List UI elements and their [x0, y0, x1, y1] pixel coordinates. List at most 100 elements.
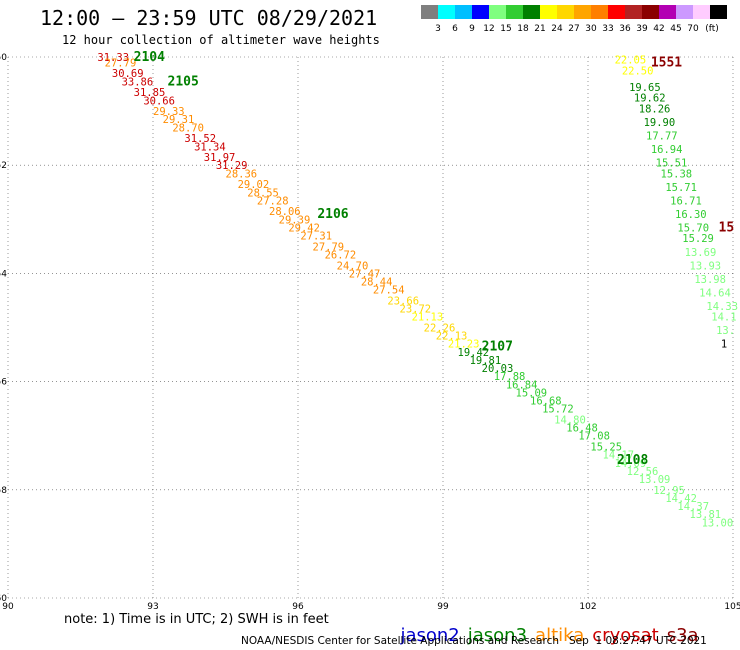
colorbar-label: 39	[636, 24, 648, 34]
swh-value-label: 29.31	[163, 114, 195, 126]
colorbar-swatch	[591, 5, 608, 19]
satellite-legend: jason2 jason3 altika cryosat s3a	[389, 604, 707, 646]
swh-value-label: 29.02	[238, 179, 270, 191]
swh-value-label: 22.50	[622, 66, 654, 78]
x-tick-label: 93	[147, 602, 158, 612]
swh-value-label: 1	[721, 339, 727, 351]
swh-value-label: 28.70	[172, 122, 204, 134]
colorbar-swatch	[438, 5, 455, 19]
swh-value-label: 15.29	[682, 233, 714, 245]
swh-value-label: 22.13	[436, 331, 468, 343]
x-tick-label: 99	[437, 602, 449, 612]
colorbar-swatch	[557, 5, 574, 19]
swh-value-label: 13.93	[690, 260, 722, 272]
swh-value-label: 17.88	[494, 371, 526, 383]
pass-time-label: 2105	[168, 74, 199, 89]
swh-value-label: 31.34	[194, 141, 226, 153]
swh-value-label: 23.66	[387, 295, 419, 307]
swh-value-label: 21.23	[448, 339, 480, 351]
x-tick-label: 102	[579, 602, 596, 612]
legend-jason3: jason3	[467, 625, 528, 646]
swh-value-label: 17.08	[578, 431, 610, 443]
swh-value-label: 12.56	[627, 466, 659, 478]
swh-value-label: 19.81	[470, 355, 502, 367]
colorbar-swatch	[608, 5, 625, 19]
pass-time-label: 2104	[134, 50, 165, 65]
swh-value-label: 27.47	[349, 268, 381, 280]
swh-value-label: 16.71	[670, 195, 702, 207]
colorbar-label: 30	[585, 24, 597, 34]
y-tick-label: -60	[0, 594, 7, 604]
swh-value-label: 31.97	[204, 152, 236, 164]
swh-value-label: 27.79	[313, 241, 345, 253]
colorbar-label: 6	[452, 24, 458, 34]
color-scale-bar: 3 6 9 12 15 18 21 24 27 30 33 36 39 42 45 70 (ft)	[421, 5, 727, 34]
footer-note: note: 1) Time is in UTC; 2) SWH is in fe…	[64, 612, 329, 627]
y-tick-label: -58	[0, 486, 7, 496]
swh-value-label: 31.85	[134, 87, 166, 99]
swh-value-label: 15.51	[656, 157, 688, 169]
swh-value-label: 13.98	[694, 274, 726, 286]
swh-value-label: 22.05	[615, 55, 647, 67]
swh-value-label: 16.30	[675, 209, 707, 221]
colorbar-swatch	[642, 5, 659, 19]
swh-value-label: 22.26	[424, 323, 456, 335]
colorbar-swatch	[676, 5, 693, 19]
swh-value-label: 13.09	[639, 474, 671, 486]
colorbar-label: 15	[500, 24, 511, 34]
colorbar-swatch	[540, 5, 557, 19]
x-tick-label: 105	[724, 602, 740, 612]
page-title: 12:00 – 23:59 UTC 08/29/2021	[40, 6, 378, 30]
swh-value-label: 26.72	[325, 249, 357, 261]
y-tick-label: -52	[0, 161, 7, 171]
colorbar-label: 42	[653, 24, 664, 34]
x-tick-label: 96	[292, 602, 304, 612]
colorbar-swatch	[523, 5, 540, 19]
swh-value-label: 20.03	[482, 363, 514, 375]
swh-value-label: 27.28	[257, 195, 289, 207]
swh-value-label: 14.17	[603, 450, 635, 462]
swh-value-label: 19.62	[634, 93, 666, 105]
swh-value-label: 14.37	[677, 501, 709, 513]
swh-value-label: 31.29	[216, 160, 248, 172]
swh-value-label: 31.33	[97, 52, 129, 64]
swh-value-label: 29.39	[279, 214, 311, 226]
swh-value-label: 21.13	[412, 312, 444, 324]
swh-value-label: 14.42	[665, 493, 697, 505]
swh-value-label: 15.25	[590, 442, 622, 454]
swh-value-label: 31.52	[184, 133, 216, 145]
colorbar-label: 45	[670, 24, 681, 34]
colorbar-unit: (ft)	[705, 24, 719, 34]
swh-value-label: 19.90	[644, 117, 676, 129]
pass-time-label: 2106	[317, 207, 348, 222]
swh-value-label: 14.1	[711, 312, 736, 324]
colorbar-label: 36	[619, 24, 631, 34]
y-tick-label: -56	[0, 378, 7, 388]
colorbar-label: 3	[435, 24, 441, 34]
pass-time-label: 1551	[651, 55, 682, 70]
colorbar-swatch	[455, 5, 472, 19]
colorbar-label: 18	[517, 24, 529, 34]
swh-value-label: 30.69	[112, 68, 144, 80]
colorbar-label: 33	[602, 24, 613, 34]
swh-value-label: 18.26	[639, 103, 671, 115]
colorbar-swatch	[472, 5, 489, 19]
swh-value-label: 28.06	[269, 206, 301, 218]
y-tick-label: -50	[0, 53, 7, 63]
legend-s3a: s3a	[666, 625, 699, 646]
swh-value-label: 19.65	[629, 82, 661, 94]
swh-value-label: 14.80	[554, 414, 586, 426]
colorbar-swatch	[693, 5, 710, 19]
swh-value-label: 13.00	[702, 517, 734, 529]
colorbar-swatch	[659, 5, 676, 19]
swh-value-label: 17.77	[646, 130, 678, 142]
swh-value-label: 13.81	[690, 509, 722, 521]
swh-value-label: 15.38	[661, 168, 693, 180]
y-tick-label: -54	[0, 269, 7, 279]
swh-value-label: 15.09	[516, 387, 548, 399]
colorbar-swatch	[710, 5, 727, 19]
swh-value-label: 29.33	[153, 106, 185, 118]
swh-value-label: 27.54	[373, 285, 405, 297]
swh-value-label: 15.70	[677, 222, 709, 234]
